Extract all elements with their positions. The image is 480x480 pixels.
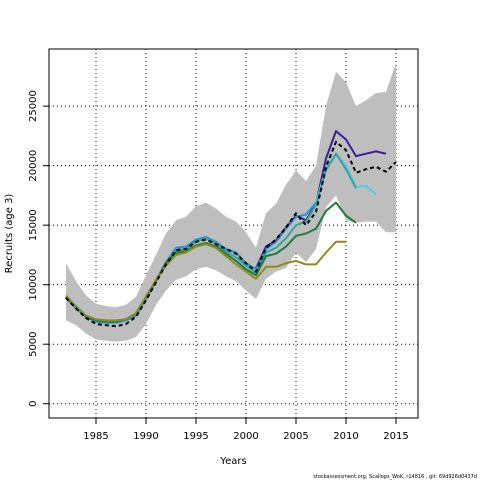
y-tick-label: 5000 xyxy=(28,331,39,356)
y-tick-label: 15000 xyxy=(28,209,39,241)
x-tick-label: 1990 xyxy=(133,431,158,442)
y-axis: 0 5000 10000 15000 20000 25000 xyxy=(28,90,49,407)
confidence-band xyxy=(66,63,396,342)
y-tick-label: 0 xyxy=(28,401,39,407)
series-line-6 xyxy=(65,201,357,323)
series-line-1 xyxy=(65,140,397,328)
x-axis: 1985 1990 1995 2000 2005 2010 2015 xyxy=(83,418,409,442)
series-line-7 xyxy=(65,240,346,322)
y-tick-label: 10000 xyxy=(28,269,39,301)
plot-frame xyxy=(48,48,419,419)
footer-text: stockassessment.org, Scallops_WoK, r1481… xyxy=(313,474,477,480)
x-axis-label: Years xyxy=(219,456,246,467)
series-line-3 xyxy=(65,201,317,324)
x-tick-label: 1995 xyxy=(183,431,208,442)
y-tick-label: 20000 xyxy=(28,150,39,182)
x-tick-label: 2010 xyxy=(333,431,358,442)
x-tick-label: 2005 xyxy=(283,431,308,442)
x-tick-label: 2015 xyxy=(383,431,408,442)
y-tick-label: 25000 xyxy=(28,90,39,122)
confidence-band-area xyxy=(66,63,396,342)
y-axis-label: Recruits (age 3) xyxy=(4,194,15,274)
x-tick-label: 2000 xyxy=(233,431,258,442)
x-tick-label: 1985 xyxy=(83,431,108,442)
series-group xyxy=(65,130,397,328)
